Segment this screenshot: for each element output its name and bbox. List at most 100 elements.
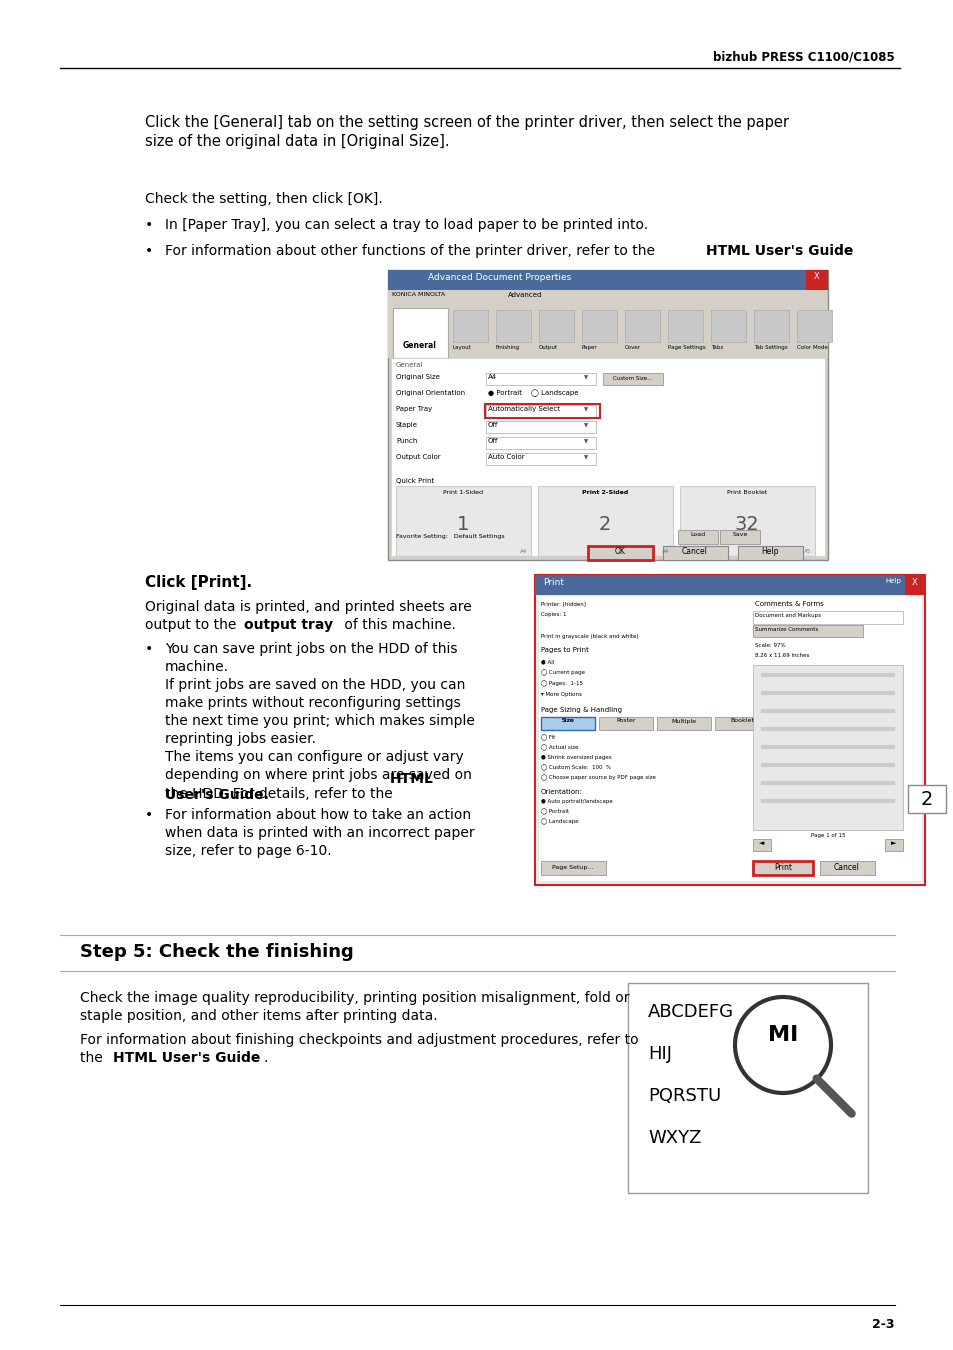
Bar	[485, 405, 596, 417]
Bar	[388, 308, 827, 358]
Text: ◯ Custom Scale:  100  %: ◯ Custom Scale: 100 %	[540, 765, 611, 771]
Bar	[395, 486, 531, 556]
Text: output tray: output tray	[244, 618, 333, 632]
Text: ▼: ▼	[583, 440, 587, 444]
Bar	[752, 838, 770, 850]
Text: output to the: output to the	[145, 618, 240, 632]
Text: ◯ Portrait: ◯ Portrait	[540, 809, 568, 815]
Bar	[657, 717, 710, 730]
Bar	[710, 310, 745, 342]
Text: Cancel: Cancel	[681, 547, 707, 555]
Text: Automatically Select: Automatically Select	[488, 406, 559, 412]
Text: ►: ►	[890, 840, 896, 846]
Bar	[535, 575, 924, 886]
Text: ● Shrink oversized pages: ● Shrink oversized pages	[540, 755, 611, 760]
Bar	[714, 717, 768, 730]
Bar	[627, 983, 867, 1193]
Text: •: •	[145, 809, 153, 822]
Bar	[453, 310, 488, 342]
Text: •: •	[145, 217, 153, 232]
Bar	[540, 717, 595, 730]
Bar	[587, 545, 652, 560]
Text: General: General	[395, 362, 423, 369]
Text: Click [Print].: Click [Print].	[145, 575, 252, 590]
Bar	[391, 358, 824, 556]
Text: For information about other functions of the printer driver, refer to the: For information about other functions of…	[165, 244, 659, 258]
Text: Original data is printed, and printed sheets are: Original data is printed, and printed sh…	[145, 599, 471, 614]
Circle shape	[734, 998, 830, 1094]
Text: Quick Print: Quick Print	[395, 478, 434, 485]
Text: Step 5: Check the finishing: Step 5: Check the finishing	[80, 944, 354, 961]
Text: Off: Off	[488, 423, 497, 428]
Text: Staple: Staple	[395, 423, 417, 428]
Text: Auto Color: Auto Color	[488, 454, 524, 460]
Bar	[393, 308, 448, 358]
Bar	[496, 310, 531, 342]
Bar	[485, 373, 596, 385]
Text: ◯ Choose paper source by PDF page size: ◯ Choose paper source by PDF page size	[540, 775, 655, 782]
Bar	[540, 861, 605, 875]
Text: Scale: 97%: Scale: 97%	[754, 643, 785, 648]
Text: ABCDEFG: ABCDEFG	[647, 1003, 733, 1021]
Text: OK: OK	[614, 547, 625, 555]
Bar	[540, 717, 595, 730]
Text: Finishing: Finishing	[496, 346, 519, 350]
Bar	[537, 595, 921, 882]
Bar	[907, 784, 945, 813]
Text: For information about how to take an action
when data is printed with an incorre: For information about how to take an act…	[165, 809, 475, 859]
Text: 2: 2	[598, 514, 611, 533]
Bar	[602, 373, 662, 385]
Text: Help: Help	[884, 578, 900, 585]
Bar	[752, 625, 862, 637]
Text: In [Paper Tray], you can select a tray to load paper to be printed into.: In [Paper Tray], you can select a tray t…	[165, 217, 647, 232]
Text: 32: 32	[734, 514, 759, 533]
Text: For information about finishing checkpoints and adjustment procedures, refer to
: For information about finishing checkpoi…	[80, 1033, 638, 1065]
Text: A5: A5	[803, 549, 810, 553]
Text: Orientation:: Orientation:	[540, 788, 582, 795]
Text: Favorite Setting:   Default Settings: Favorite Setting: Default Settings	[395, 535, 504, 539]
Bar	[904, 575, 924, 595]
Bar	[485, 421, 596, 433]
Text: HTML User's Guide: HTML User's Guide	[112, 1052, 260, 1065]
Text: ▼: ▼	[583, 455, 587, 460]
Text: Cancel: Cancel	[833, 864, 859, 872]
Text: bizhub PRESS C1100/C1085: bizhub PRESS C1100/C1085	[713, 50, 894, 63]
Text: Cover: Cover	[624, 346, 640, 350]
Text: Original Orientation: Original Orientation	[395, 390, 465, 396]
Text: •: •	[145, 244, 153, 258]
Bar	[752, 861, 812, 875]
Text: Custom Size...: Custom Size...	[613, 375, 652, 381]
Text: Poster: Poster	[616, 718, 635, 724]
Text: Page 1 of 15: Page 1 of 15	[810, 833, 844, 838]
Bar	[752, 666, 902, 830]
Text: Tabs: Tabs	[710, 346, 722, 350]
Text: HTML: HTML	[390, 772, 434, 786]
Text: Pages to Print: Pages to Print	[540, 647, 588, 653]
Text: Check the setting, then click [OK].: Check the setting, then click [OK].	[145, 192, 382, 207]
Text: Layout: Layout	[453, 346, 471, 350]
Text: Multiple: Multiple	[671, 718, 696, 724]
Text: Print 2-Sided: Print 2-Sided	[581, 490, 627, 495]
Text: HTML User's Guide: HTML User's Guide	[705, 244, 853, 258]
Bar	[624, 310, 659, 342]
Text: Print: Print	[773, 864, 791, 872]
Text: PQRSTU: PQRSTU	[647, 1087, 720, 1106]
Bar	[662, 545, 727, 560]
Text: Original Size: Original Size	[395, 374, 439, 379]
Text: General: General	[402, 342, 436, 350]
Text: Check the image quality reproducibility, printing position misalignment, fold or: Check the image quality reproducibility,…	[80, 991, 629, 1023]
Text: Booklet: Booklet	[729, 718, 753, 724]
Text: .: .	[845, 244, 849, 258]
Text: ▼: ▼	[583, 408, 587, 413]
Text: ▼: ▼	[583, 375, 587, 381]
Text: You can save print jobs on the HDD of this
machine.
If print jobs are saved on t: You can save print jobs on the HDD of th…	[165, 643, 475, 801]
Text: A4: A4	[519, 549, 526, 553]
Text: A4: A4	[488, 374, 497, 379]
Bar	[535, 575, 924, 595]
Text: Advanced Document Properties: Advanced Document Properties	[428, 273, 571, 282]
Text: Paper: Paper	[581, 346, 597, 350]
Text: Help: Help	[760, 547, 778, 555]
Text: ◯ Fit: ◯ Fit	[540, 734, 555, 741]
Text: Click the [General] tab on the setting screen of the printer driver, then select: Click the [General] tab on the setting s…	[145, 115, 788, 150]
Text: Save: Save	[732, 532, 747, 537]
